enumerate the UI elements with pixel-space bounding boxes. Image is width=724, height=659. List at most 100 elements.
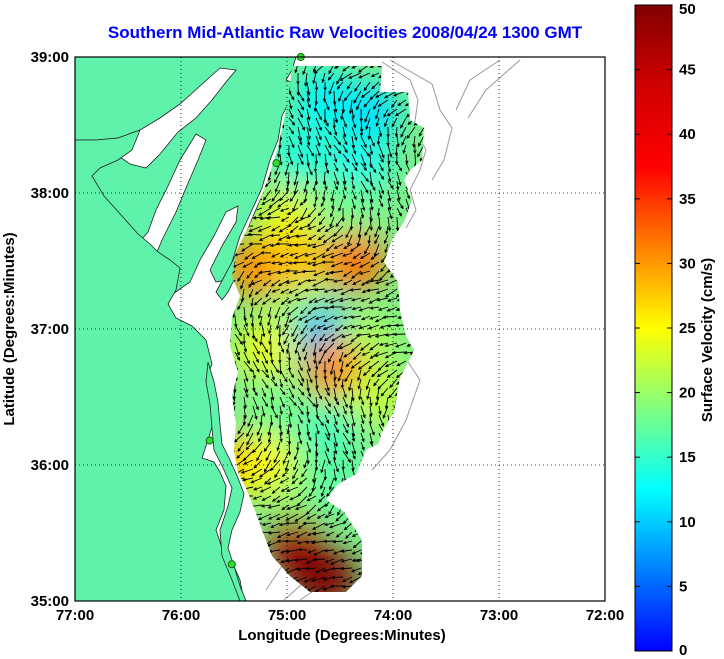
velocity-vector	[277, 198, 290, 208]
velocity-vector	[288, 117, 296, 126]
velocity-vector	[396, 198, 404, 210]
velocity-vector	[362, 369, 371, 376]
velocity-vector	[237, 297, 245, 311]
y-tick-label: 36:00	[31, 457, 69, 474]
velocity-vector	[369, 405, 373, 418]
velocity-vector	[384, 342, 398, 348]
velocity-vector	[315, 117, 322, 132]
velocity-vector	[365, 288, 380, 293]
velocity-vector	[350, 567, 362, 573]
velocity-vector	[234, 351, 241, 361]
velocity-vector	[287, 297, 299, 304]
velocity-vector	[271, 261, 281, 265]
velocity-vector	[348, 99, 353, 115]
velocity-vector	[311, 243, 326, 249]
velocity-vector	[256, 261, 272, 266]
velocity-vector	[333, 126, 338, 136]
velocity-vector	[237, 270, 245, 282]
velocity-vector	[369, 198, 374, 211]
velocity-vector	[279, 378, 283, 389]
velocity-vector	[292, 261, 308, 265]
velocity-vector	[275, 513, 290, 520]
velocity-vector	[369, 144, 374, 156]
velocity-vector	[342, 387, 347, 399]
velocity-vector	[353, 90, 362, 104]
velocity-vector	[246, 423, 254, 438]
velocity-vector	[360, 207, 365, 219]
velocity-vector	[342, 324, 353, 330]
velocity-vector	[317, 234, 326, 241]
velocity-vector	[340, 549, 353, 553]
velocity-vector	[288, 90, 295, 101]
velocity-vector	[315, 108, 322, 121]
velocity-vector	[369, 216, 373, 232]
velocity-vector	[351, 180, 356, 190]
velocity-vector	[306, 90, 311, 103]
velocity-vector	[339, 72, 353, 81]
colorbar-tick-label: 10	[679, 514, 696, 531]
velocity-vector	[333, 225, 344, 237]
velocity-vector	[341, 207, 345, 223]
velocity-vector	[261, 243, 272, 249]
velocity-vector	[268, 198, 281, 209]
velocity-vector	[383, 90, 398, 99]
velocity-vector	[261, 495, 272, 501]
velocity-vector	[267, 306, 272, 318]
velocity-vector	[293, 180, 299, 195]
velocity-vector	[252, 441, 263, 454]
velocity-vector	[299, 198, 308, 206]
velocity-vector	[237, 441, 245, 453]
velocity-vector	[252, 333, 258, 343]
velocity-vector	[360, 342, 371, 351]
velocity-vector	[243, 369, 249, 383]
velocity-vector	[395, 342, 407, 348]
velocity-vector	[297, 99, 305, 111]
velocity-vector	[369, 162, 377, 174]
velocity-vector	[351, 198, 356, 210]
velocity-vector	[369, 432, 374, 446]
x-tick-label: 77:00	[56, 607, 94, 624]
velocity-vector	[335, 513, 344, 522]
velocity-vector	[244, 252, 254, 260]
velocity-vector	[323, 81, 327, 92]
velocity-vector	[314, 81, 319, 92]
velocity-vector	[316, 513, 326, 519]
velocity-vector	[360, 423, 365, 434]
velocity-vector	[325, 243, 335, 252]
velocity-vector	[360, 135, 367, 149]
velocity-vector	[377, 99, 389, 107]
velocity-vector	[257, 306, 263, 320]
velocity-vector	[314, 189, 319, 202]
velocity-vector	[325, 531, 335, 537]
velocity-vector	[313, 549, 326, 556]
velocity-vector	[306, 432, 312, 442]
velocity-vector	[260, 504, 272, 508]
velocity-vector	[297, 547, 308, 552]
velocity-vector	[327, 351, 335, 363]
velocity-vector	[374, 333, 389, 338]
velocity-vector	[259, 414, 263, 427]
velocity-vector	[378, 198, 384, 208]
velocity-vector	[252, 387, 258, 397]
velocity-vector	[366, 387, 371, 400]
velocity-vector	[376, 135, 381, 146]
x-tick-label: 73:00	[480, 607, 518, 624]
velocity-vector	[333, 423, 339, 434]
velocity-vector	[278, 261, 290, 266]
velocity-vector	[387, 171, 392, 183]
velocity-vector	[378, 180, 385, 195]
velocity-vector	[306, 369, 313, 384]
velocity-vector	[288, 135, 295, 149]
velocity-vector	[306, 405, 310, 416]
y-tick-labels: 35:00 36:00 37:00 38:00 39:00	[31, 49, 69, 610]
velocity-vector	[371, 81, 380, 90]
velocity-vector	[303, 576, 317, 583]
colorbar-tick-label: 15	[679, 449, 696, 466]
velocity-vector	[333, 459, 339, 473]
velocity-vector	[293, 333, 299, 343]
velocity-vector	[384, 360, 398, 367]
velocity-vector	[319, 333, 326, 342]
velocity-vector	[318, 495, 326, 503]
velocity-vector	[289, 225, 299, 234]
velocity-vector	[322, 189, 326, 201]
